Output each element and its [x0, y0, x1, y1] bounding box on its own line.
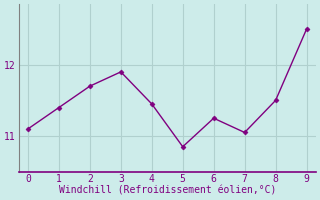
X-axis label: Windchill (Refroidissement éolien,°C): Windchill (Refroidissement éolien,°C) — [59, 186, 276, 196]
